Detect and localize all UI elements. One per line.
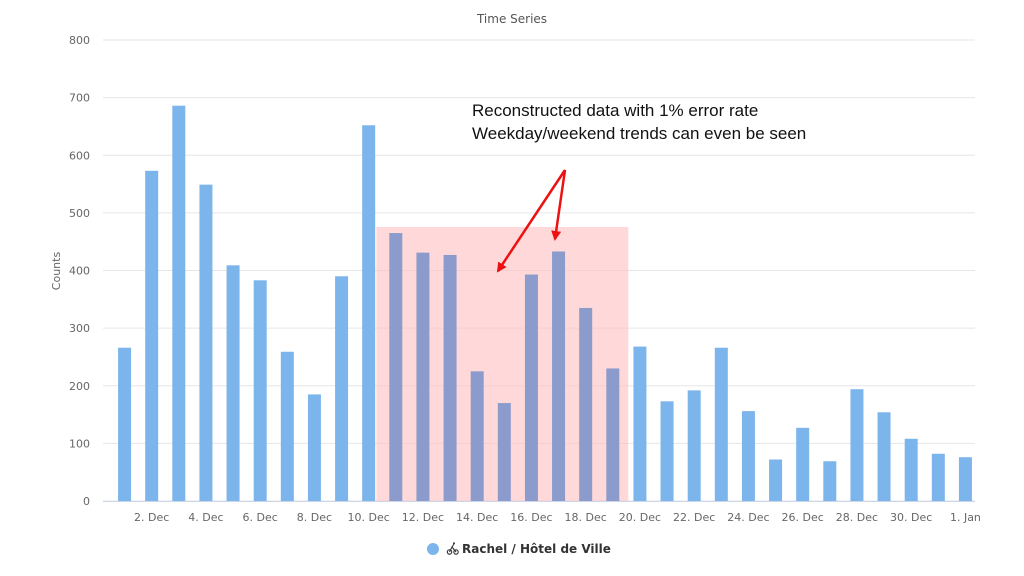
chart-title: Time Series	[476, 12, 547, 26]
y-tick-label: 400	[69, 265, 90, 278]
x-tick-label: 30. Dec	[890, 511, 932, 524]
bar-13-dec[interactable]	[443, 254, 457, 501]
bar-7-dec[interactable]	[280, 351, 294, 501]
bar-series	[118, 105, 972, 502]
y-tick-label: 300	[69, 322, 90, 335]
bar-4-dec[interactable]	[199, 184, 213, 502]
bar-27-dec[interactable]	[823, 461, 837, 501]
y-axis-ticks: 0 100 200 300 400 500 600 700 800	[69, 34, 90, 508]
bar-9-dec[interactable]	[335, 276, 349, 501]
y-tick-label: 800	[69, 34, 90, 47]
bar-19-dec[interactable]	[606, 368, 620, 501]
y-tick-label: 100	[69, 437, 90, 450]
bar-28-dec[interactable]	[850, 389, 864, 501]
x-tick-label: 14. Dec	[456, 511, 498, 524]
y-axis-title: Counts	[50, 252, 63, 291]
x-tick-label: 6. Dec	[243, 511, 278, 524]
y-tick-label: 0	[83, 495, 90, 508]
x-tick-label: 28. Dec	[836, 511, 878, 524]
bar-5-dec[interactable]	[226, 265, 240, 501]
y-tick-label: 200	[69, 380, 90, 393]
x-tick-label: 8. Dec	[297, 511, 332, 524]
annotation-arrow	[551, 169, 567, 241]
legend[interactable]: Rachel / Hôtel de Ville	[427, 542, 611, 556]
y-tick-label: 700	[69, 92, 90, 105]
bar-1-dec[interactable]	[118, 347, 132, 501]
bar-2-dec[interactable]	[145, 170, 159, 501]
bar-8-dec[interactable]	[307, 394, 321, 501]
annotation-line-2: Weekday/weekend trends can even be seen	[472, 124, 806, 143]
x-tick-label: 1. Jan	[950, 511, 981, 524]
x-tick-label: 2. Dec	[134, 511, 169, 524]
x-tick-label: 20. Dec	[619, 511, 661, 524]
bar-25-dec[interactable]	[769, 459, 783, 501]
bar-16-dec[interactable]	[524, 274, 538, 501]
bar-11-dec[interactable]	[389, 233, 403, 501]
x-axis-ticks: 2. Dec 4. Dec 6. Dec 8. Dec 10. Dec 12. Dec 14…	[134, 511, 981, 524]
x-tick-label: 10. Dec	[348, 511, 390, 524]
x-tick-label: 16. Dec	[510, 511, 552, 524]
bar-12-dec[interactable]	[416, 252, 430, 501]
bar-22-dec[interactable]	[687, 390, 701, 501]
x-tick-label: 24. Dec	[727, 511, 769, 524]
bar-14-dec[interactable]	[470, 371, 484, 501]
y-tick-label: 500	[69, 207, 90, 220]
bar-18-dec[interactable]	[579, 307, 593, 501]
legend-label: Rachel / Hôtel de Ville	[462, 542, 611, 556]
annotation: Reconstructed data with 1% error rate We…	[472, 101, 806, 273]
bar-29-dec[interactable]	[877, 412, 891, 501]
bar-30-dec[interactable]	[904, 438, 918, 501]
y-tick-label: 600	[69, 149, 90, 162]
bar-31-dec[interactable]	[931, 453, 945, 501]
bar-20-dec[interactable]	[633, 346, 647, 501]
bar-24-dec[interactable]	[741, 411, 755, 501]
x-tick-label: 26. Dec	[782, 511, 824, 524]
bar-23-dec[interactable]	[714, 347, 728, 501]
x-tick-label: 18. Dec	[565, 511, 607, 524]
annotation-line-1: Reconstructed data with 1% error rate	[472, 101, 758, 120]
bar-1-jan[interactable]	[958, 457, 972, 501]
bar-10-dec[interactable]	[362, 125, 376, 501]
annotation-arrow	[496, 169, 567, 273]
x-tick-label: 22. Dec	[673, 511, 715, 524]
bar-15-dec[interactable]	[497, 403, 511, 501]
bar-6-dec[interactable]	[253, 280, 267, 501]
bar-17-dec[interactable]	[552, 251, 566, 501]
x-tick-label: 4. Dec	[188, 511, 223, 524]
bicycle-icon	[446, 542, 459, 555]
legend-marker	[427, 543, 439, 555]
bar-3-dec[interactable]	[172, 105, 186, 501]
bar-26-dec[interactable]	[796, 427, 810, 501]
x-tick-label: 12. Dec	[402, 511, 444, 524]
bar-21-dec[interactable]	[660, 401, 674, 501]
